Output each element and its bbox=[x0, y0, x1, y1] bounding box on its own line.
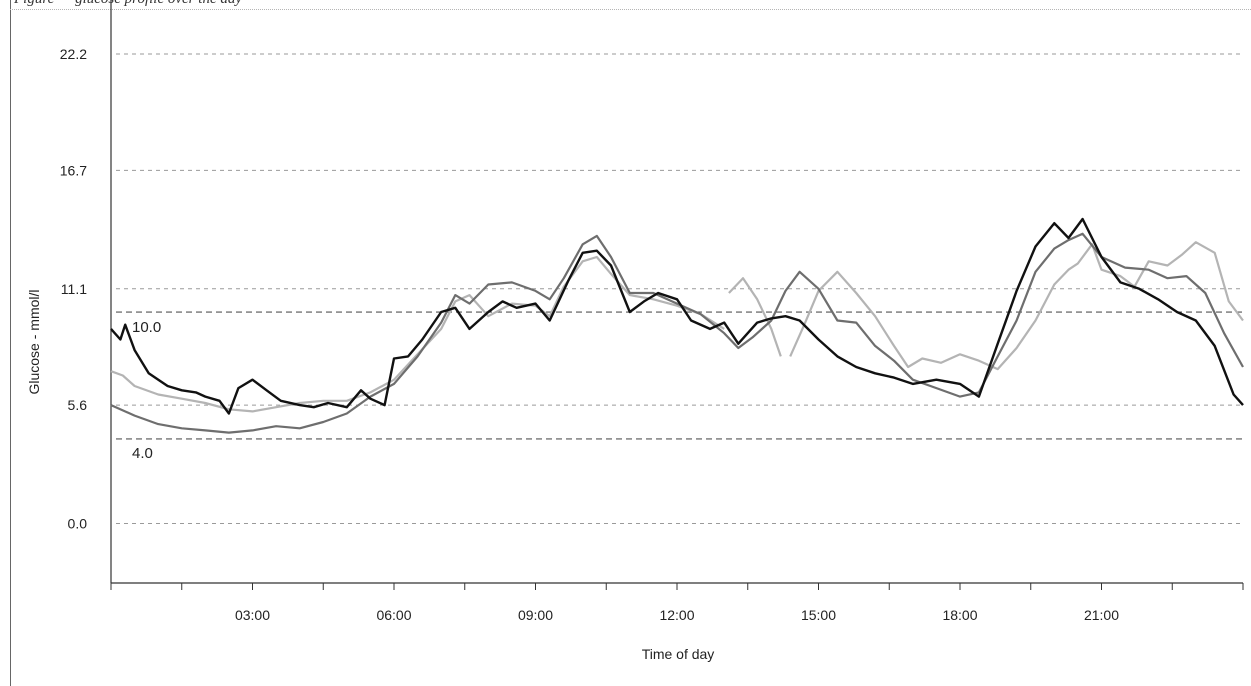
x-tick-label: 06:00 bbox=[376, 607, 411, 623]
x-tick-label: 09:00 bbox=[518, 607, 553, 623]
y-tick-label: 16.7 bbox=[60, 162, 87, 178]
axes: Time of day Glucose - mmol/l 0.0 5.6 11.1 1… bbox=[26, 0, 1244, 662]
y-axis-title: Glucose - mmol/l bbox=[26, 289, 42, 394]
figure-caption: Figure — glucose profile over the day bbox=[14, 0, 242, 8]
grid-lines bbox=[116, 53, 1243, 524]
x-tick-label: 12:00 bbox=[659, 607, 694, 623]
series-line-1 bbox=[789, 241, 1244, 371]
caption-divider bbox=[10, 9, 1251, 10]
x-tick-label: 15:00 bbox=[801, 607, 836, 623]
reference-lines: 10.0 4.0 bbox=[116, 311, 1243, 462]
series-line-1 bbox=[728, 277, 782, 357]
series-line-3 bbox=[110, 217, 1244, 415]
x-tick-label: 03:00 bbox=[235, 607, 270, 623]
y-tick-label: 0.0 bbox=[68, 516, 88, 532]
series-line-1 bbox=[110, 255, 725, 413]
reference-line-label: 10.0 bbox=[132, 319, 161, 336]
y-tick-label: 5.6 bbox=[68, 397, 88, 413]
figure-left-border bbox=[10, 0, 11, 686]
reference-line-label: 4.0 bbox=[132, 445, 153, 462]
series-lines bbox=[110, 217, 1244, 434]
y-tick-label: 22.2 bbox=[60, 46, 87, 62]
series-line-2 bbox=[110, 232, 1244, 434]
x-axis-title: Time of day bbox=[642, 646, 715, 662]
y-tick-label: 11.1 bbox=[61, 281, 87, 297]
x-tick-label: 18:00 bbox=[942, 607, 977, 623]
x-tick-label: 21:00 bbox=[1084, 607, 1119, 623]
